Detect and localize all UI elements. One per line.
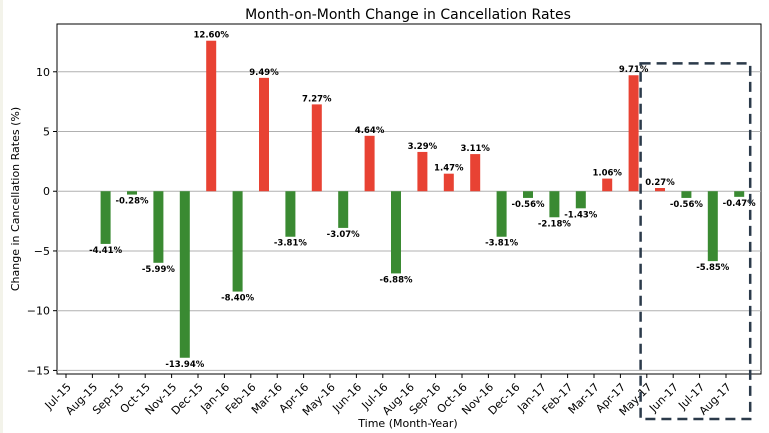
bar (523, 191, 533, 198)
x-axis-label: Time (Month-Year) (357, 417, 457, 430)
x-axis-ticks: Jul-15Aug-15Sep-15Oct-15Nov-15Dec-15Jan-… (42, 374, 734, 418)
bar (285, 191, 296, 237)
data-label: -0.56% (670, 200, 703, 210)
data-label: 1.47% (434, 164, 464, 174)
bar (206, 40, 217, 192)
bar (575, 191, 586, 209)
bar (628, 75, 639, 192)
bars (100, 40, 745, 358)
data-label: -13.94% (165, 360, 204, 370)
bar (391, 191, 401, 274)
x-tick-label: Jun-17 (646, 381, 681, 416)
y-axis-label: Change in Cancellation Rates (%) (9, 107, 22, 291)
bar (232, 191, 243, 292)
bar (259, 77, 269, 192)
data-label: -0.47% (723, 199, 756, 209)
data-label: -3.81% (274, 239, 307, 249)
data-label: 9.71% (619, 65, 649, 75)
x-tick-label: Jun-16 (329, 381, 364, 416)
y-tick-label: −10 (27, 305, 50, 318)
data-label: -3.81% (485, 239, 518, 249)
data-label: 1.06% (592, 169, 622, 179)
y-tick-label: −15 (27, 364, 50, 377)
bar (655, 188, 665, 192)
data-label: 0.27% (645, 178, 675, 188)
data-label: -0.28% (115, 197, 148, 207)
bar (734, 191, 745, 197)
data-label: -6.88% (379, 275, 412, 285)
data-label: 9.49% (249, 68, 279, 78)
data-label: 7.27% (302, 94, 332, 104)
bar (153, 191, 164, 263)
data-label: 3.29% (408, 142, 438, 152)
data-label: -5.99% (142, 265, 175, 275)
data-label: -2.18% (538, 219, 571, 229)
y-tick-label: −5 (34, 245, 50, 258)
bar (443, 173, 454, 192)
y-tick-label: 5 (43, 126, 50, 139)
data-label: -1.43% (564, 210, 597, 220)
data-label: -4.41% (89, 246, 122, 256)
data-label: -0.56% (511, 200, 544, 210)
data-label: -3.07% (327, 230, 360, 240)
bar (417, 151, 428, 192)
bar (311, 104, 322, 192)
data-label: -5.85% (696, 263, 729, 273)
grid-lines (57, 71, 761, 371)
data-label: 12.60% (193, 31, 229, 41)
y-tick-label: 0 (43, 185, 50, 198)
left-edge-strip (0, 0, 3, 433)
bar (470, 154, 481, 192)
bar (127, 191, 137, 195)
chart-title: Month-on-Month Change in Cancellation Ra… (245, 7, 571, 23)
bar (707, 191, 718, 262)
bar (496, 191, 507, 237)
y-tick-label: 10 (36, 66, 50, 79)
y-axis-ticks: −15 −10 −5 0 5 10 (27, 66, 57, 377)
bar (602, 178, 613, 192)
bar (364, 135, 375, 192)
bar (100, 191, 111, 244)
bar (338, 191, 349, 228)
data-label: 4.64% (355, 126, 385, 136)
data-label: 3.11% (460, 144, 490, 154)
data-label: -8.40% (221, 294, 254, 304)
highlight-dashed-box (639, 62, 752, 421)
bar (681, 191, 692, 198)
bar (179, 191, 190, 358)
highlight-box (639, 62, 752, 421)
plot-area (56, 23, 762, 375)
bar (549, 191, 560, 218)
data-labels: -4.41% -0.28% -5.99% -13.94% 12.60% -8.40% 9.4… (89, 31, 756, 370)
